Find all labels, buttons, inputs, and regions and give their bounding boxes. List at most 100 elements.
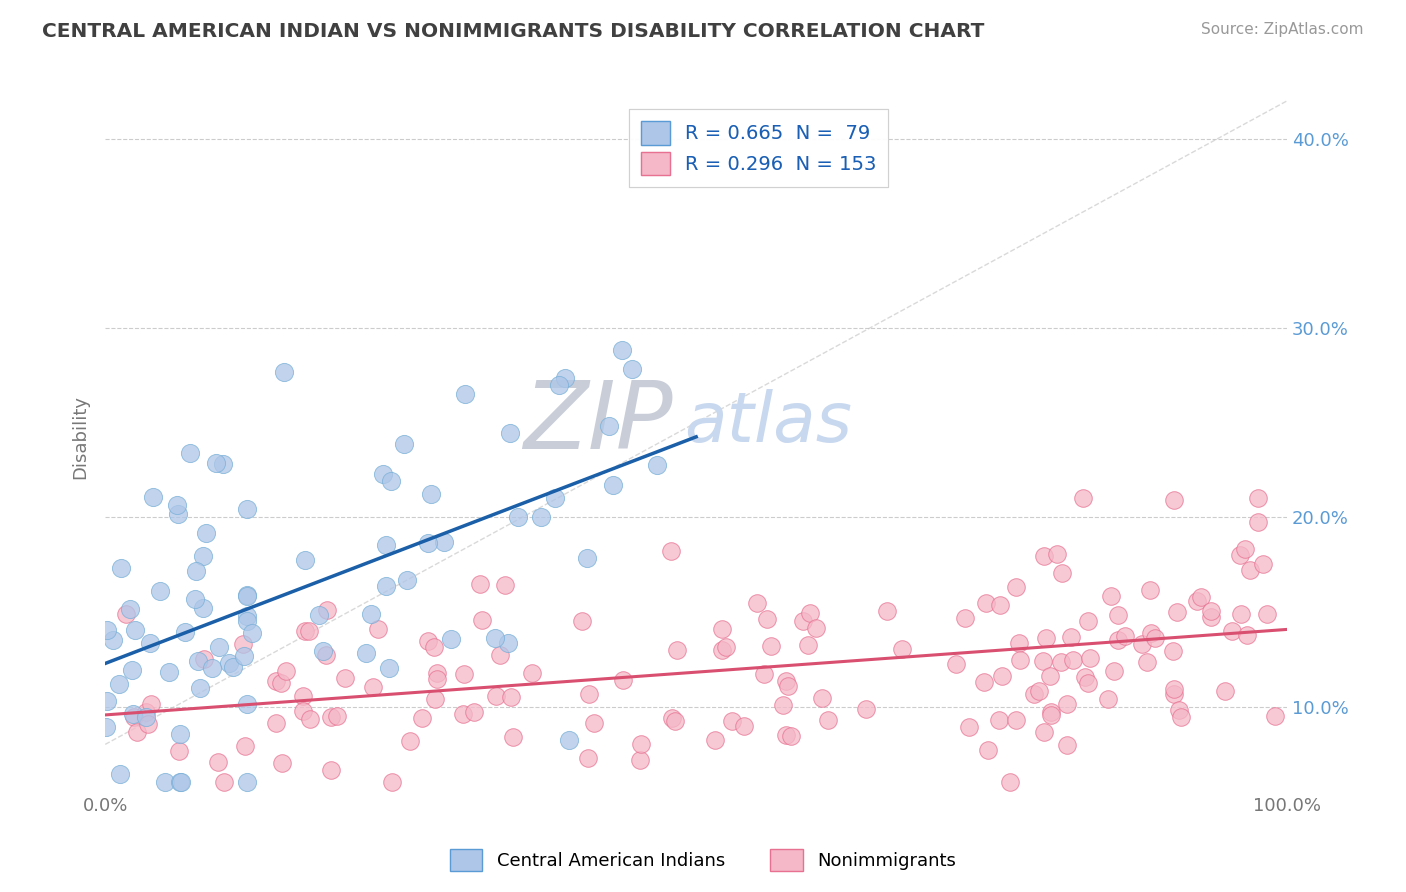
Point — [1239, 563, 1261, 577]
Point — [270, 676, 292, 690]
Point — [212, 775, 235, 789]
Point — [378, 661, 401, 675]
Point — [1264, 708, 1286, 723]
Text: atlas: atlas — [685, 389, 852, 456]
Point — [423, 692, 446, 706]
Point — [1185, 594, 1208, 608]
Point — [1140, 625, 1163, 640]
Point — [201, 661, 224, 675]
Point — [508, 509, 530, 524]
Point — [703, 732, 725, 747]
Point — [166, 499, 188, 513]
Point — [190, 681, 212, 695]
Point — [1035, 631, 1057, 645]
Point — [149, 583, 172, 598]
Point — [598, 418, 620, 433]
Point — [772, 698, 794, 713]
Point — [945, 657, 967, 672]
Point — [392, 437, 415, 451]
Point — [855, 702, 877, 716]
Point — [463, 705, 485, 719]
Point — [294, 624, 316, 639]
Point — [169, 775, 191, 789]
Point — [1102, 664, 1125, 678]
Point — [174, 624, 197, 639]
Point — [745, 596, 768, 610]
Point — [792, 614, 814, 628]
Point — [647, 458, 669, 472]
Point — [170, 775, 193, 789]
Point — [530, 510, 553, 524]
Point — [817, 714, 839, 728]
Point — [193, 652, 215, 666]
Point — [440, 632, 463, 646]
Text: Source: ZipAtlas.com: Source: ZipAtlas.com — [1201, 22, 1364, 37]
Point — [432, 534, 454, 549]
Point — [1050, 655, 1073, 669]
Point — [426, 672, 449, 686]
Point — [502, 730, 524, 744]
Point — [236, 501, 259, 516]
Point — [1039, 706, 1062, 720]
Point — [153, 775, 176, 789]
Point — [891, 642, 914, 657]
Point — [103, 633, 125, 648]
Point — [186, 564, 208, 578]
Point — [1167, 702, 1189, 716]
Text: ZIP: ZIP — [523, 377, 672, 468]
Point — [1024, 687, 1046, 701]
Point — [212, 457, 235, 471]
Point — [988, 599, 1011, 613]
Point — [333, 672, 356, 686]
Point — [1213, 683, 1236, 698]
Point — [208, 640, 231, 655]
Point — [664, 714, 686, 728]
Point — [1234, 542, 1257, 557]
Point — [485, 690, 508, 704]
Point — [499, 690, 522, 705]
Point — [1253, 558, 1275, 572]
Point — [1247, 491, 1270, 506]
Point — [1230, 607, 1253, 621]
Point — [292, 690, 315, 704]
Point — [804, 621, 827, 635]
Point — [236, 775, 259, 789]
Point — [778, 679, 800, 693]
Point — [312, 644, 335, 658]
Point — [522, 665, 544, 680]
Point — [612, 673, 634, 687]
Point — [184, 592, 207, 607]
Point — [1189, 591, 1212, 605]
Point — [797, 638, 820, 652]
Point — [380, 474, 402, 488]
Point — [1028, 683, 1050, 698]
Point — [114, 607, 136, 621]
Point — [169, 727, 191, 741]
Point — [191, 601, 214, 615]
Point — [610, 343, 633, 358]
Point — [496, 636, 519, 650]
Point — [453, 667, 475, 681]
Point — [1166, 605, 1188, 619]
Point — [426, 665, 449, 680]
Point — [977, 743, 1000, 757]
Point — [1163, 687, 1185, 701]
Point — [375, 578, 398, 592]
Point — [1004, 580, 1026, 594]
Point — [139, 636, 162, 650]
Point — [628, 753, 651, 767]
Point — [576, 751, 599, 765]
Point — [1161, 643, 1184, 657]
Point — [169, 743, 191, 757]
Point — [232, 638, 254, 652]
Point — [471, 613, 494, 627]
Point — [558, 732, 581, 747]
Point — [299, 712, 322, 726]
Point — [236, 589, 259, 603]
Point — [1032, 654, 1054, 668]
Point — [167, 507, 190, 521]
Point — [711, 622, 734, 636]
Point — [666, 643, 689, 657]
Point — [661, 711, 683, 725]
Point — [468, 577, 491, 591]
